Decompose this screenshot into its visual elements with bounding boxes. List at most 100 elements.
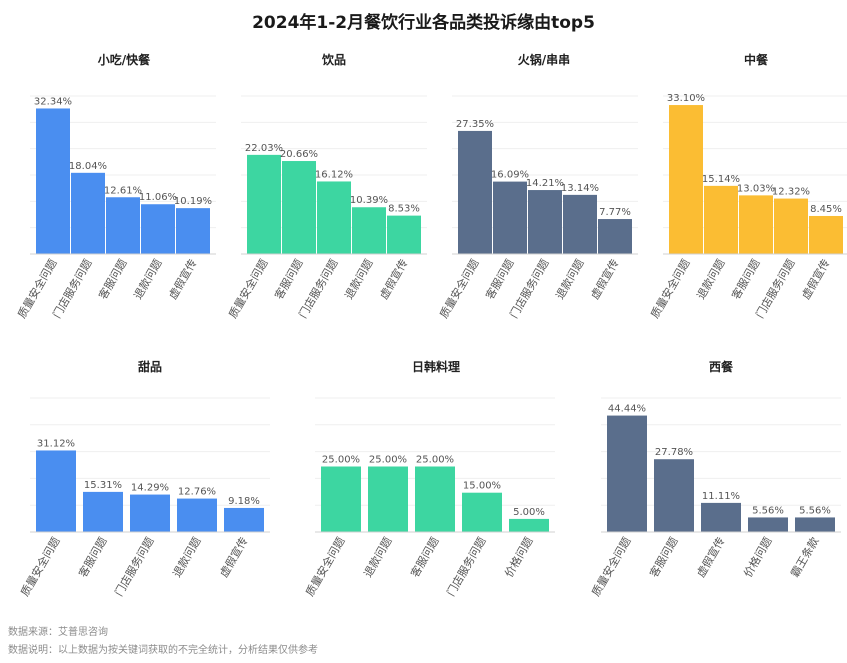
bar (282, 161, 316, 254)
bar (462, 492, 502, 532)
bar (36, 108, 70, 254)
bar (809, 215, 843, 254)
footer-source: 数据来源：艾普思咨询 (8, 627, 108, 638)
category-label: 虚假宣传 (693, 535, 727, 580)
bar-value-label: 27.78% (655, 447, 693, 458)
bar-value-label: 14.29% (131, 483, 169, 494)
bar-value-label: 16.09% (491, 170, 529, 181)
bar-value-label: 12.76% (178, 487, 216, 498)
panel-title: 中餐 (744, 52, 769, 67)
category-label: 退款问题 (130, 257, 164, 302)
category-label: 价格问题 (501, 535, 535, 580)
bar (415, 466, 455, 532)
category-label: 客服问题 (75, 535, 109, 580)
category-label: 客服问题 (407, 535, 441, 580)
bar-value-label: 13.03% (737, 183, 775, 194)
panel-title: 日韩料理 (412, 359, 460, 374)
bar (387, 215, 421, 254)
category-label: 客服问题 (728, 257, 762, 302)
bar-value-label: 44.44% (608, 404, 646, 415)
bar-value-label: 32.34% (34, 96, 72, 107)
category-label: 虚假宣传 (587, 257, 621, 302)
bar-value-label: 25.00% (416, 455, 454, 466)
category-label: 虚假宣传 (798, 257, 832, 302)
bar (598, 219, 632, 254)
category-label: 质量安全问题 (302, 535, 347, 599)
bar (528, 190, 562, 254)
panel-title: 西餐 (709, 359, 734, 374)
bar-value-label: 12.61% (104, 185, 142, 196)
bar (509, 518, 549, 532)
bar-value-label: 15.31% (84, 480, 122, 491)
bar-value-label: 18.04% (69, 161, 107, 172)
bar-value-label: 8.45% (810, 204, 842, 215)
bar-value-label: 33.10% (667, 93, 705, 104)
category-label: 虚假宣传 (376, 257, 410, 302)
category-label: 客服问题 (482, 257, 516, 302)
bar (71, 172, 105, 254)
bar (748, 517, 788, 532)
bar (563, 194, 597, 254)
bar-value-label: 14.21% (526, 178, 564, 189)
footer-note: 数据说明：以上数据为按关键词获取的不完全统计，分析结果仅供参考 (8, 645, 318, 656)
category-label: 质量安全问题 (647, 257, 692, 321)
bar (36, 450, 76, 532)
bar (795, 517, 835, 532)
bar (493, 181, 527, 254)
bar-value-label: 10.39% (350, 195, 388, 206)
category-label: 质量安全问题 (588, 535, 633, 599)
category-label: 虚假宣传 (216, 535, 250, 580)
category-label: 客服问题 (271, 257, 305, 302)
category-label: 退款问题 (169, 535, 203, 580)
panel-title: 甜品 (138, 359, 162, 374)
bar (654, 459, 694, 532)
chart-title: 2024年1-2月餐饮行业各品类投诉缘由top5 (252, 13, 595, 33)
bar-value-label: 15.14% (702, 174, 740, 185)
bar (701, 502, 741, 532)
bar-value-label: 12.32% (772, 187, 810, 198)
bar (247, 154, 281, 254)
category-label: 退款问题 (693, 257, 727, 302)
bar-value-label: 11.11% (702, 491, 740, 502)
bar (130, 494, 170, 532)
bar (321, 466, 361, 532)
category-label: 质量安全问题 (436, 257, 481, 321)
bar-value-label: 5.56% (799, 505, 831, 516)
bar-value-label: 16.12% (315, 169, 353, 180)
bar-value-label: 22.03% (245, 143, 283, 154)
panel-title: 小吃/快餐 (98, 52, 151, 67)
bar-value-label: 10.19% (174, 196, 212, 207)
bar (177, 498, 217, 532)
category-label: 虚假宣传 (165, 257, 199, 302)
bar-value-label: 31.12% (37, 438, 75, 449)
bar (607, 415, 647, 532)
category-label: 退款问题 (360, 535, 394, 580)
bar (83, 491, 123, 532)
category-label: 价格问题 (740, 535, 774, 580)
bar (352, 207, 386, 254)
category-label: 客服问题 (646, 535, 680, 580)
bar-value-label: 5.00% (513, 507, 545, 518)
category-label: 质量安全问题 (225, 257, 270, 321)
category-label: 门店服务问题 (111, 535, 156, 599)
panel-title: 饮品 (321, 52, 346, 67)
bar (368, 466, 408, 532)
category-label: 客服问题 (95, 257, 129, 302)
bar (176, 208, 210, 254)
bar-value-label: 5.56% (752, 505, 784, 516)
bar (317, 181, 351, 254)
bar-value-label: 27.35% (456, 119, 494, 130)
bar (669, 105, 703, 254)
bar-value-label: 25.00% (369, 455, 407, 466)
bar-value-label: 13.14% (561, 183, 599, 194)
bar (141, 204, 175, 254)
bar-value-label: 8.53% (388, 204, 420, 215)
bar (704, 185, 738, 254)
bar (739, 195, 773, 254)
bar-value-label: 11.06% (139, 192, 177, 203)
bar-value-label: 15.00% (463, 481, 501, 492)
bar-value-label: 9.18% (228, 496, 260, 507)
bar-value-label: 20.66% (280, 149, 318, 160)
bar-value-label: 7.77% (599, 207, 631, 218)
